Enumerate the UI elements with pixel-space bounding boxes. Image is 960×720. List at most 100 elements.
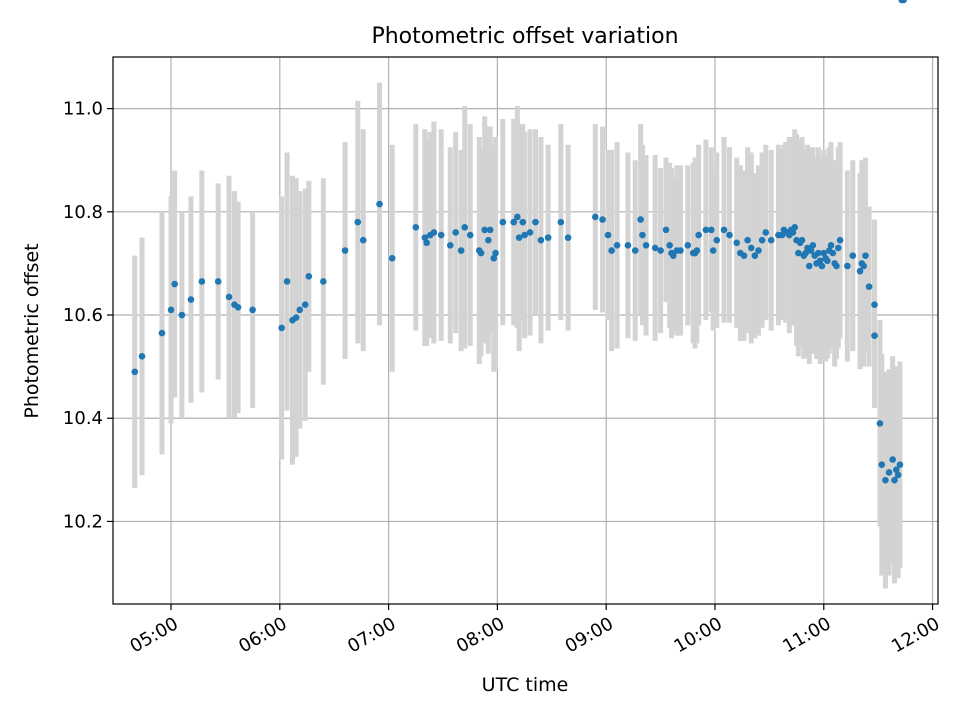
data-point — [481, 226, 489, 234]
data-point — [446, 242, 454, 249]
data-point — [608, 247, 615, 254]
data-point — [592, 213, 599, 221]
data-point — [733, 239, 741, 247]
data-point — [167, 306, 175, 314]
data-point — [805, 262, 813, 270]
data-point — [376, 200, 383, 208]
data-point — [889, 456, 896, 463]
data-point — [604, 231, 612, 239]
data-point — [892, 466, 900, 474]
y-tick-label: 10.2 — [63, 511, 103, 532]
y-tick-label: 10.8 — [63, 202, 103, 223]
x-axis-label: UTC time — [482, 674, 569, 696]
data-point — [834, 244, 842, 252]
data-point — [894, 471, 902, 479]
data-point — [514, 213, 521, 221]
data-point — [751, 252, 759, 259]
data-point — [292, 314, 300, 321]
data-point — [702, 226, 710, 234]
data-point — [669, 252, 677, 259]
data-point — [305, 273, 313, 280]
data-point — [198, 278, 206, 285]
data-point — [412, 223, 420, 231]
data-point — [876, 420, 884, 427]
data-point — [225, 293, 233, 301]
data-point — [158, 329, 166, 337]
data-point — [613, 242, 621, 249]
data-point — [767, 236, 775, 244]
data-point — [437, 231, 445, 239]
data-point — [871, 332, 878, 339]
data-point — [214, 278, 222, 285]
data-point — [882, 476, 889, 484]
data-point — [637, 216, 644, 223]
data-point — [862, 252, 869, 259]
data-point — [798, 236, 806, 244]
data-point — [666, 242, 673, 249]
data-point — [762, 229, 770, 236]
data-point — [818, 262, 826, 270]
data-point — [815, 249, 822, 257]
data-point — [816, 257, 824, 265]
data-point — [820, 249, 828, 257]
data-point — [651, 244, 659, 252]
data-point — [624, 242, 632, 249]
data-point — [891, 476, 898, 484]
data-point — [657, 247, 664, 254]
data-point — [178, 311, 186, 319]
data-point — [599, 216, 606, 223]
data-point — [187, 296, 195, 303]
data-point — [684, 242, 692, 249]
data-point — [789, 229, 797, 236]
data-point — [900, 0, 907, 4]
data-point — [510, 218, 518, 226]
y-tick-label: 10.6 — [63, 305, 103, 326]
data-point — [744, 236, 751, 244]
data-point — [515, 234, 523, 241]
data-point — [537, 236, 545, 244]
data-point — [521, 231, 528, 239]
data-point — [642, 242, 650, 249]
data-point — [544, 234, 552, 241]
data-point — [693, 247, 701, 254]
data-point — [421, 234, 429, 241]
data-point — [557, 218, 565, 226]
data-point — [320, 278, 327, 285]
data-point — [878, 461, 886, 468]
data-point — [341, 247, 349, 254]
data-point — [896, 461, 904, 468]
data-point — [844, 262, 851, 270]
data-point — [485, 236, 492, 244]
data-point — [234, 303, 242, 311]
data-point — [131, 368, 139, 376]
data-point — [486, 226, 494, 234]
data-point — [677, 247, 684, 254]
data-point — [885, 469, 893, 476]
data-point — [726, 231, 733, 239]
data-point — [283, 278, 291, 285]
data-point — [740, 252, 748, 259]
data-point — [708, 226, 715, 234]
data-point — [827, 242, 835, 249]
data-point — [477, 249, 485, 257]
data-point — [809, 242, 817, 249]
data-point — [301, 301, 309, 308]
data-point — [856, 267, 864, 275]
data-point — [564, 234, 572, 241]
data-point — [138, 353, 146, 360]
data-point — [452, 229, 459, 236]
data-point — [865, 283, 873, 290]
data-point — [466, 231, 474, 239]
data-point — [631, 247, 639, 254]
data-point — [499, 218, 507, 226]
data-point — [709, 247, 717, 254]
data-point — [871, 301, 878, 308]
data-point — [836, 236, 844, 244]
data-point — [802, 249, 809, 257]
data-point — [519, 218, 527, 226]
data-point — [662, 226, 670, 234]
data-point — [296, 306, 304, 314]
data-point — [695, 231, 702, 239]
data-point — [791, 223, 799, 231]
